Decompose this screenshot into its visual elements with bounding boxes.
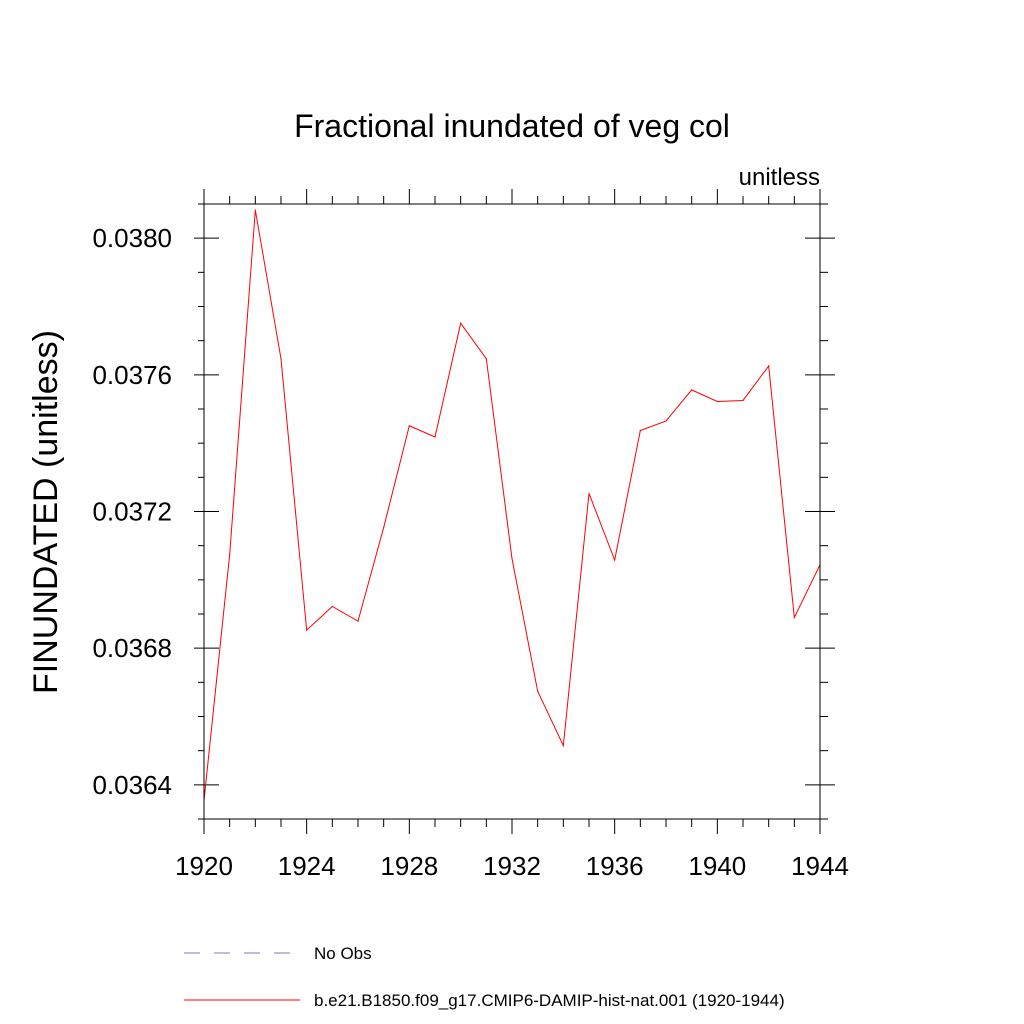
y-tick-label: 0.0380 bbox=[92, 223, 172, 253]
x-tick-label: 1928 bbox=[380, 851, 438, 881]
data-point bbox=[331, 605, 333, 608]
data-point bbox=[408, 425, 410, 427]
x-tick-label: 1940 bbox=[688, 851, 746, 881]
x-tick-label: 1920 bbox=[175, 851, 233, 881]
data-point bbox=[665, 420, 667, 422]
data-point bbox=[434, 436, 436, 438]
data-point bbox=[383, 526, 385, 529]
y-axis-label: FINUNDATED (unitless) bbox=[27, 330, 65, 694]
data-point bbox=[537, 690, 539, 692]
data-point bbox=[588, 492, 590, 494]
series-layer bbox=[203, 209, 821, 802]
y-tick-label: 0.0372 bbox=[92, 497, 172, 527]
y-tick-label: 0.0364 bbox=[92, 770, 172, 800]
data-point bbox=[768, 365, 770, 367]
x-tick-label: 1936 bbox=[586, 851, 644, 881]
y-tick-label: 0.0368 bbox=[92, 633, 172, 663]
units-label: unitless bbox=[739, 164, 820, 191]
data-point bbox=[280, 358, 282, 360]
data-point bbox=[639, 429, 641, 432]
y-tick-labels: 0.0364 0.0368 0.0372 0.0376 0.0380 bbox=[92, 223, 172, 800]
x-tick-label: 1924 bbox=[278, 851, 336, 881]
data-point bbox=[254, 209, 256, 211]
data-point bbox=[742, 399, 744, 402]
axis-ticks bbox=[194, 189, 835, 834]
data-point bbox=[614, 559, 616, 561]
series-line bbox=[203, 210, 821, 801]
data-point bbox=[691, 389, 693, 391]
data-point bbox=[485, 358, 487, 360]
chart-title: Fractional inundated of veg col bbox=[294, 108, 730, 144]
legend-label-no-obs: No Obs bbox=[314, 944, 372, 963]
y-tick-label: 0.0376 bbox=[92, 360, 172, 390]
x-tick-label: 1932 bbox=[483, 851, 541, 881]
data-point bbox=[716, 400, 718, 403]
data-point bbox=[511, 558, 513, 560]
data-point bbox=[306, 629, 308, 631]
x-tick-labels: 1920 1924 1928 1932 1936 1940 1944 bbox=[175, 851, 849, 881]
data-point bbox=[793, 616, 795, 619]
data-point bbox=[229, 553, 231, 556]
legend: No Obs b.e21.B1850.f09_g17.CMIP6-DAMIP-h… bbox=[184, 944, 785, 1010]
plot-frame bbox=[203, 203, 821, 820]
data-point bbox=[562, 744, 564, 747]
data-point bbox=[460, 322, 462, 324]
x-tick-label: 1944 bbox=[791, 851, 849, 881]
legend-label-model: b.e21.B1850.f09_g17.CMIP6-DAMIP-hist-nat… bbox=[314, 991, 785, 1010]
data-point bbox=[357, 620, 359, 622]
